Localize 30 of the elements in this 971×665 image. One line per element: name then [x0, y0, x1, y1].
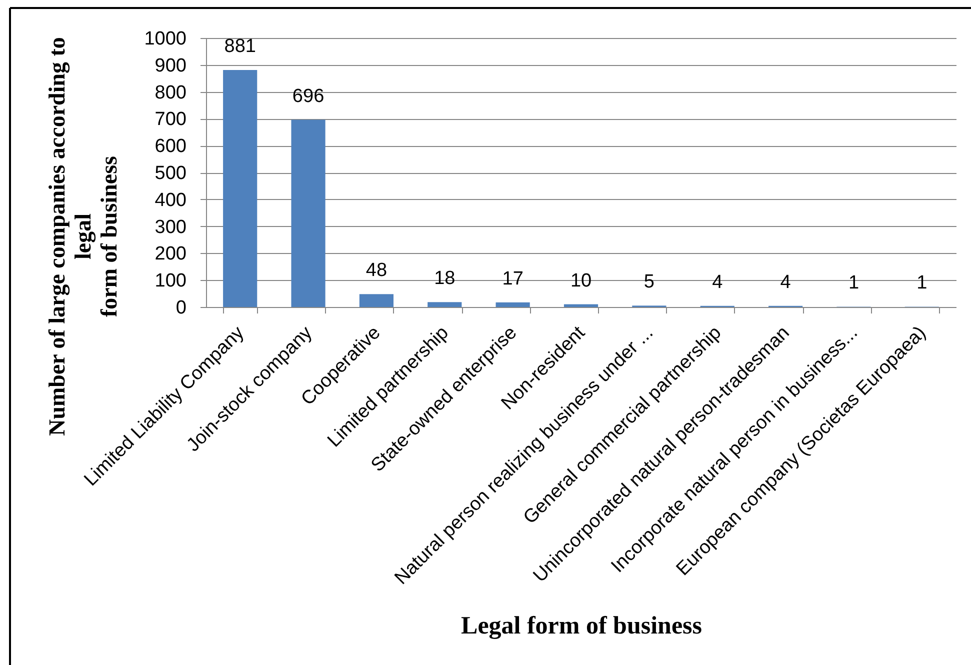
y-tick-label: 300 — [154, 216, 186, 238]
data-label: 1 — [848, 272, 860, 294]
y-tick-label: 800 — [154, 82, 186, 104]
bar — [291, 120, 326, 307]
y-tick-label: 700 — [154, 109, 186, 130]
y-tick-label: 600 — [154, 136, 186, 158]
y-tick-label: 1000 — [144, 28, 186, 50]
data-label: 48 — [366, 260, 388, 282]
data-label: 18 — [434, 268, 456, 290]
y-tick-label: 400 — [154, 190, 186, 211]
y-axis-title: Number of large companies according to legal form of business — [44, 37, 122, 436]
y-tick-label: 200 — [154, 244, 186, 265]
data-label: 696 — [292, 86, 324, 107]
data-label: 5 — [644, 272, 654, 293]
x-axis-title: Legal form of business — [461, 612, 702, 640]
bar — [428, 302, 462, 307]
bar — [223, 70, 258, 307]
y-tick-label: 500 — [154, 163, 186, 184]
data-label: 4 — [712, 272, 724, 293]
y-tick-label: 900 — [154, 55, 186, 76]
data-label: 17 — [502, 268, 524, 290]
y-tick-label: 100 — [154, 270, 186, 292]
y-tick-label: 0 — [176, 298, 186, 318]
data-label: 4 — [780, 272, 792, 293]
data-label: 881 — [224, 36, 256, 58]
bar — [564, 304, 598, 307]
data-label: 10 — [570, 270, 592, 292]
bar — [496, 302, 530, 307]
bar — [359, 294, 394, 307]
data-label: 1 — [916, 272, 928, 294]
